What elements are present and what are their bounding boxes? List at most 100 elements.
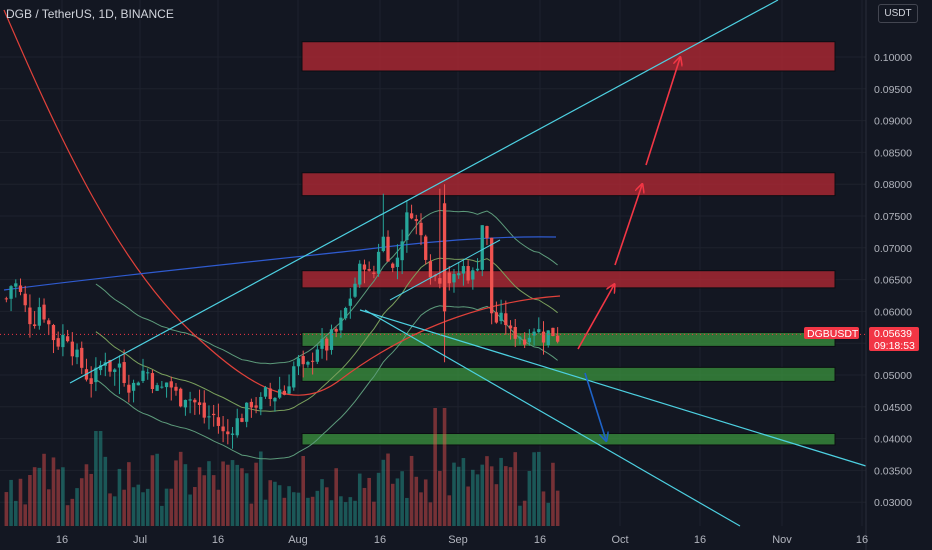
candle-body [452,274,456,283]
x-tick-label: Jul [133,534,147,546]
volume-bar [174,460,178,526]
volume-bar [79,478,84,526]
x-tick-label: 16 [212,534,224,546]
currency-button[interactable]: USDT [878,4,918,23]
candle-body [400,241,404,261]
last-price-tag: DGBUSDT 0.05639 09:18:53 [804,327,919,352]
volume-bar [343,502,348,526]
trendline-short [389,239,501,301]
candle-body [18,285,23,292]
candle-body [226,431,230,435]
volume-bar [32,467,37,526]
candle-body [532,331,536,336]
volume-bar [400,471,404,526]
candle-body [391,263,395,268]
candle-body [325,338,329,351]
candle-body [301,355,305,365]
y-tick-label: 0.04000 [874,434,912,446]
volume-bar [277,485,282,526]
volume-bar [428,502,433,526]
volume-bar [390,483,395,526]
volume-bar [489,466,494,526]
candle-body [320,339,324,349]
volume-bar [447,495,452,526]
candle-body [494,312,499,323]
volume-bar [23,504,27,526]
candle-body [179,388,183,407]
candle-body [490,237,494,314]
volume-bar [372,501,376,526]
volume-bar [202,475,207,526]
volume-bar [136,484,141,526]
candle-body [9,286,13,299]
volume-bar [291,492,296,526]
candle-body [376,251,381,274]
volume-bar [42,453,46,526]
volume-bar [386,453,390,526]
candle-body [353,283,357,297]
candle-body [438,278,442,284]
moving-average-long [3,9,561,396]
volume-bar [296,492,301,526]
symbol-label: DGBUSDT [807,328,859,340]
candle-body [273,397,277,402]
volume-bar [461,458,466,526]
volume-bar [122,489,126,526]
candle-body [343,307,348,319]
x-tick-label: 16 [856,534,868,546]
volume-bar [376,472,381,526]
volume-bar [329,500,334,526]
price-label-bg [869,327,919,351]
volume-bar [112,496,117,526]
trendline-resistance [69,0,779,384]
candle-body [37,307,41,326]
candle-body [127,384,131,393]
volume-bar [103,456,108,526]
support-zone [301,433,836,446]
volume-bar [532,452,536,526]
y-tick-label: 0.04500 [874,402,912,414]
time-axis[interactable]: 16 Jul 16 Aug 16 Sep 16 Oct 16 Nov 16 [56,534,868,546]
projection-arrow-up [614,185,642,266]
candle-body [263,387,268,397]
candle-body [471,270,475,280]
candle-body [117,363,122,368]
candle-body [466,266,470,281]
volume-bar [456,466,461,526]
candle-body [108,359,112,372]
candle-body [551,327,555,336]
candle-body [160,386,164,388]
x-tick-label: Sep [448,534,468,546]
volume-bar [357,473,362,526]
volume-bar [141,492,145,526]
volume-bar [221,461,225,526]
candle-body [513,326,517,339]
candle-body [249,401,254,408]
candle-body [480,225,484,270]
candle-body [164,382,169,388]
volume-bar [414,476,419,526]
volume-bar [315,490,320,526]
volume-bar [188,494,192,526]
volume-bar [70,498,75,526]
candle-body [508,325,513,329]
grid-lines [0,0,866,526]
volume-bar [452,462,456,526]
candle-body [409,213,414,219]
volume-bar [65,505,70,526]
volume-bar [61,467,65,526]
candle-body [98,365,103,371]
volume-bar [230,460,235,526]
price-axis[interactable]: 0.10000 0.09500 0.09000 0.08500 0.08000 0.075… [874,52,912,509]
candle-body [428,261,433,278]
volume-bar [249,503,254,526]
candle-body [47,320,51,325]
volume-bar [546,502,551,526]
volume-bar [18,478,23,526]
candle-body [386,236,390,262]
y-tick-label: 0.07500 [874,211,912,223]
candle-body [4,298,9,300]
candle-body [212,413,216,416]
volume-bar [334,468,338,526]
